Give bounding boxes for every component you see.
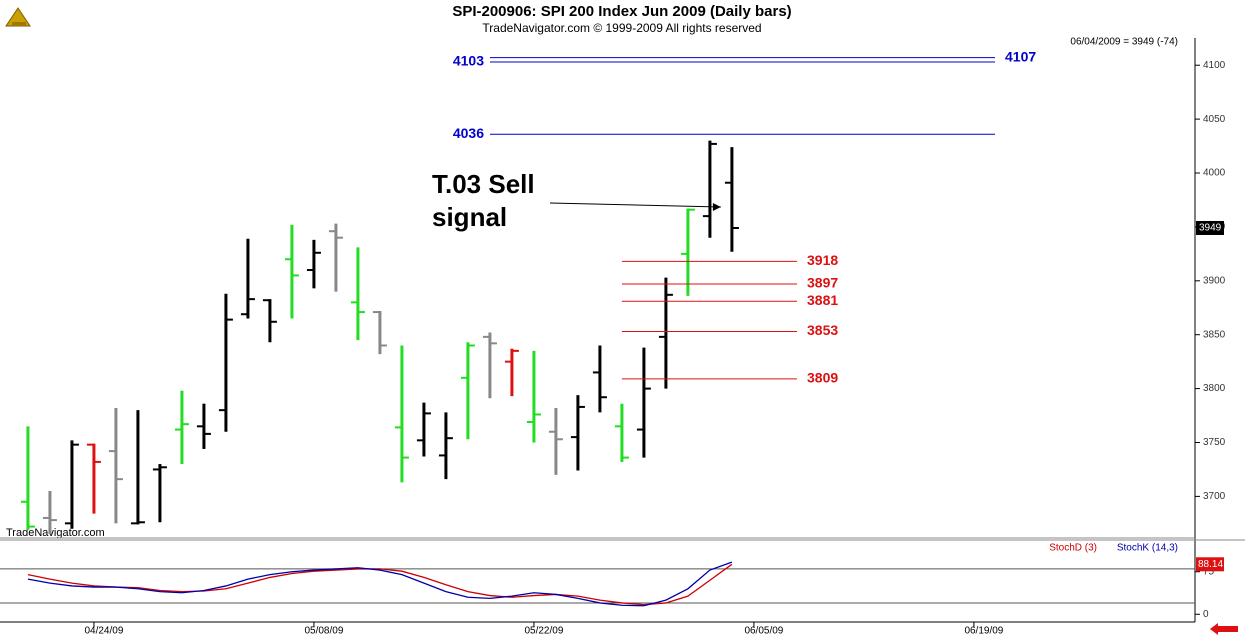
price-bar — [350, 247, 365, 341]
legend-entry: StochK (14,3) — [1117, 543, 1178, 554]
y-tick-label: 3800 — [1203, 383, 1226, 394]
y-tick-label: 3750 — [1203, 437, 1226, 448]
price-bar — [372, 310, 387, 355]
arrow-icon[interactable] — [1210, 623, 1238, 635]
price-bar — [416, 402, 431, 457]
price-bar — [680, 208, 695, 296]
value-badge — [1196, 557, 1224, 572]
annotation: T.03 Sell signal — [432, 169, 535, 232]
y-tick-label: 4050 — [1203, 114, 1226, 125]
y-tick-label: 0 — [1203, 609, 1209, 620]
legend-entry: StochD (3) — [1049, 543, 1097, 554]
price-info: 06/04/2009 = 3949 (-74) — [1070, 37, 1178, 48]
chart-subtitle: TradeNavigator.com © 1999-2009 All right… — [482, 21, 761, 35]
last-price-label: 3949 — [1199, 223, 1222, 234]
level-label: 4036 — [453, 125, 484, 141]
price-bar — [306, 239, 321, 289]
watermark: TradeNavigator.com — [6, 527, 105, 539]
x-tick-label: 06/19/09 — [964, 626, 1003, 637]
price-bar — [196, 403, 211, 449]
x-tick-label: 06/05/09 — [744, 626, 783, 637]
price-bar — [460, 342, 475, 440]
y-tick-label: 3850 — [1203, 329, 1226, 340]
annotation-line: signal — [432, 202, 507, 232]
price-bar — [64, 440, 79, 529]
price-bar — [658, 277, 673, 389]
y-tick-label: 3900 — [1203, 275, 1226, 286]
last-price-badge — [1196, 220, 1224, 235]
price-bar — [548, 408, 563, 475]
price-bar — [636, 347, 651, 458]
price-bar — [284, 224, 299, 319]
price-bar — [504, 348, 519, 397]
y-tick-label: 75 — [1203, 566, 1215, 577]
price-bar — [526, 350, 541, 443]
logo — [5, 7, 31, 27]
level-label: 3918 — [807, 252, 838, 268]
stoch-line — [27, 563, 733, 606]
level-label: 4103 — [453, 53, 484, 69]
price-bar — [108, 408, 123, 524]
stoch-line — [27, 561, 733, 607]
x-tick-label: 04/24/09 — [84, 626, 123, 637]
chart-title: SPI-200906: SPI 200 Index Jun 2009 (Dail… — [452, 3, 791, 20]
price-bar — [20, 426, 35, 530]
price-bar — [570, 395, 585, 471]
price-bar — [328, 223, 343, 292]
x-tick-label: 05/22/09 — [524, 626, 563, 637]
price-bar — [174, 390, 189, 465]
price-bar — [262, 299, 277, 343]
price-bar — [152, 464, 167, 523]
y-tick-label: 4000 — [1203, 168, 1226, 179]
price-bar — [394, 345, 409, 483]
price-bar — [592, 345, 607, 413]
y-tick-label: 3700 — [1203, 491, 1226, 502]
price-bar — [724, 147, 739, 252]
price-bar — [482, 332, 497, 399]
level-label: 4107 — [1005, 48, 1036, 64]
price-bar — [240, 238, 255, 319]
y-tick-label: 4100 — [1203, 60, 1226, 71]
price-bar — [42, 491, 57, 535]
value-badge-label: 88.14 — [1198, 559, 1223, 570]
level-label: 3853 — [807, 322, 838, 338]
level-label: 3897 — [807, 275, 838, 291]
price-bar — [86, 443, 101, 514]
price-bar — [614, 403, 629, 462]
annotation-arrow — [549, 202, 721, 208]
price-bar — [702, 140, 717, 238]
arrow-head — [712, 203, 721, 211]
level-label: 3809 — [807, 370, 838, 386]
price-bar — [438, 412, 453, 480]
scroll-arrow[interactable] — [1210, 623, 1238, 635]
annotation-line: T.03 Sell — [432, 169, 535, 199]
x-tick-label: 05/08/09 — [304, 626, 343, 637]
level-label: 3881 — [807, 292, 838, 308]
price-bar — [130, 410, 145, 525]
price-bar — [218, 293, 233, 432]
